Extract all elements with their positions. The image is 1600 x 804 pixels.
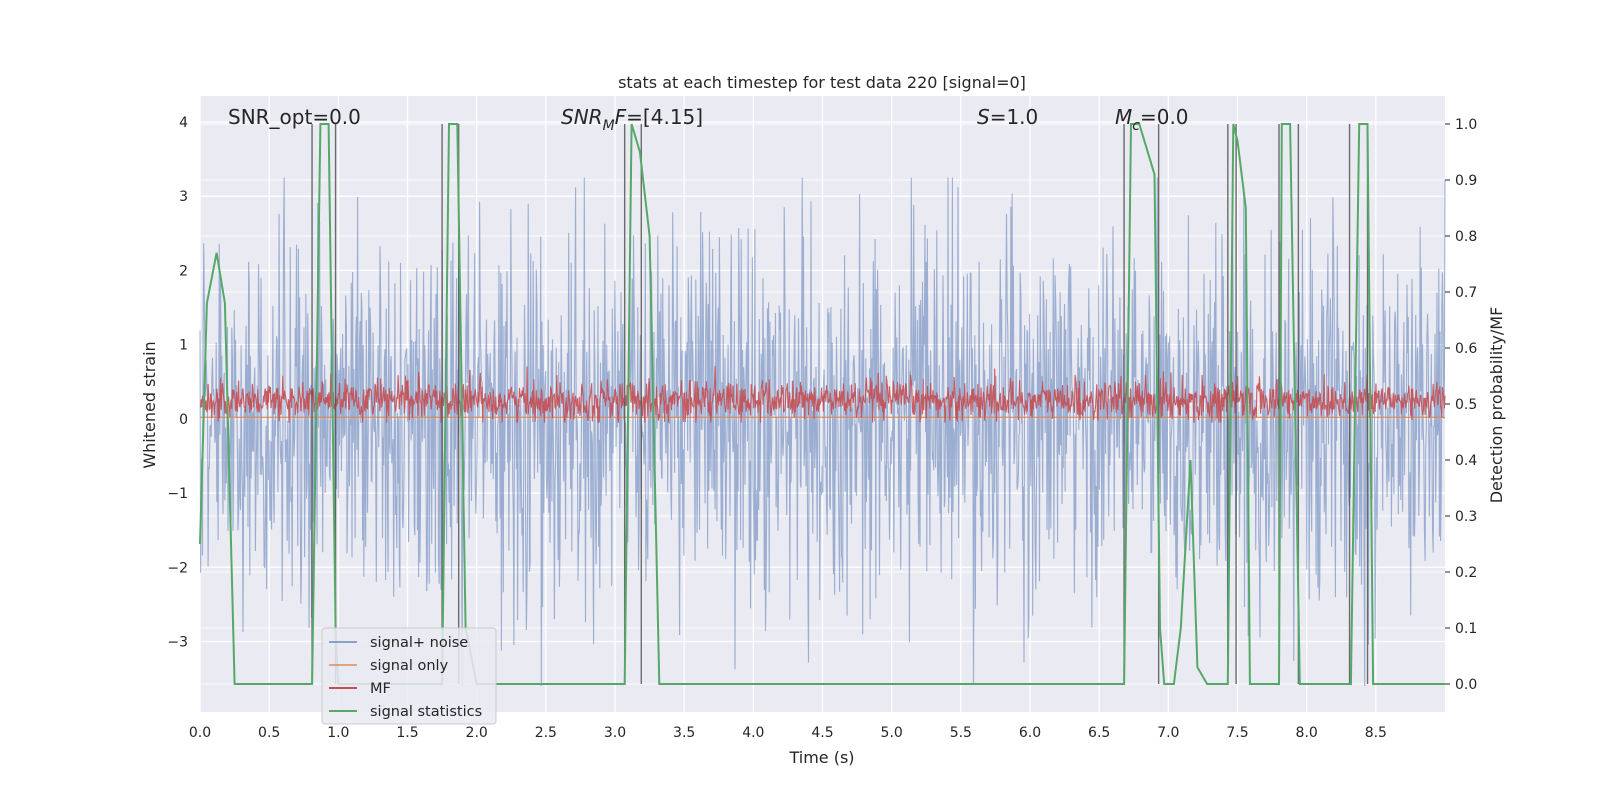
chart-title: stats at each timestep for test data 220… <box>618 73 1026 92</box>
x-tick-label: 4.5 <box>811 725 833 741</box>
y-left-tick-label: 3 <box>179 189 188 205</box>
annotation-snr-mf-value: =[4.15] <box>626 105 703 129</box>
y-right-tick-label: 0.9 <box>1455 173 1477 189</box>
series-mf <box>199 365 1446 423</box>
annotation-s: S=1.0 <box>977 105 1038 129</box>
annotation-s-value: =1.0 <box>990 105 1039 129</box>
legend-label: signal statistics <box>370 704 482 720</box>
y-right-tick-label: 0.0 <box>1455 677 1477 693</box>
annotation-snr-mf-base: SNR <box>561 105 603 129</box>
x-tick-label: 2.0 <box>466 725 488 741</box>
x-tick-label: 3.5 <box>673 725 695 741</box>
x-tick-label: 8.0 <box>1296 725 1318 741</box>
legend-label: signal only <box>370 658 449 674</box>
y-left-tick-label: −2 <box>167 560 188 576</box>
x-tick-label: 8.5 <box>1365 725 1387 741</box>
y-right-tick-label: 0.1 <box>1455 621 1477 637</box>
legend-label: signal+ noise <box>370 635 468 651</box>
x-tick-label: 1.5 <box>396 725 418 741</box>
x-tick-label: 5.0 <box>881 725 903 741</box>
y-right-tick-label: 0.2 <box>1455 565 1477 581</box>
y-right-tick-labels: 0.0 0.1 0.2 0.3 0.4 0.5 0.6 0.7 0.8 0.9 1.0 <box>1445 117 1477 693</box>
x-tick-label: 0.0 <box>189 725 211 741</box>
annotation-snr-opt: SNR_opt=0.0 <box>228 105 361 129</box>
y-right-tick-label: 0.4 <box>1455 453 1477 469</box>
legend-frame <box>321 627 497 725</box>
mf-line <box>199 365 1446 423</box>
x-tick-label: 3.0 <box>604 725 626 741</box>
x-tick-label: 1.0 <box>327 725 349 741</box>
x-tick-label: 6.0 <box>1019 725 1041 741</box>
legend-label: MF <box>370 681 391 697</box>
y-right-axis-label: Detection probability/MF <box>1487 307 1506 504</box>
legend: signal+ noise signal only MF signal statist… <box>321 627 497 725</box>
y-left-tick-label: 4 <box>179 115 188 131</box>
y-right-tick-label: 0.5 <box>1455 397 1477 413</box>
annotation-mc-sub: c <box>1132 118 1140 134</box>
annotation-s-label: S <box>977 105 990 129</box>
y-left-tick-label: 0 <box>179 412 188 428</box>
y-left-tick-label: −1 <box>167 486 188 502</box>
annotation-snr-mf-f: F <box>615 105 627 129</box>
x-tick-label: 2.5 <box>535 725 557 741</box>
y-right-tick-label: 1.0 <box>1455 117 1477 133</box>
y-right-tick-label: 0.7 <box>1455 285 1477 301</box>
legend-items: signal+ noise signal only MF signal statist… <box>329 635 482 720</box>
x-tick-labels: 0.0 0.5 1.0 1.5 2.0 2.5 3.0 3.5 4.0 4.5 5.0 5.5 6.0 6… <box>189 725 1387 741</box>
x-tick-label: 7.5 <box>1226 725 1248 741</box>
y-left-tick-label: 2 <box>179 263 188 279</box>
y-right-tick-label: 0.3 <box>1455 509 1477 525</box>
y-right-tick-label: 0.6 <box>1455 341 1477 357</box>
annotation-snr-mf: SNRMF=[4.15] <box>561 105 703 134</box>
y-left-tick-labels: −3 −2 −1 0 1 2 3 4 <box>167 115 188 651</box>
y-right-tick-label: 0.8 <box>1455 229 1477 245</box>
y-left-axis-label: Whitened strain <box>140 341 159 468</box>
series-signal-noise <box>199 177 1446 687</box>
annotation-snr-mf-sub: M <box>603 118 615 134</box>
x-axis-label: Time (s) <box>788 748 854 767</box>
y-left-tick-label: −3 <box>167 634 188 650</box>
x-tick-label: 5.5 <box>950 725 972 741</box>
annotation-mc-value: =0.0 <box>1140 105 1189 129</box>
vertical-markers <box>311 124 1369 684</box>
x-tick-label: 7.0 <box>1157 725 1179 741</box>
signal-noise-line <box>199 177 1446 687</box>
x-tick-label: 0.5 <box>258 725 280 741</box>
x-tick-label: 6.5 <box>1088 725 1110 741</box>
annotation-mc: Mc=0.0 <box>1115 105 1189 134</box>
annotation-mc-base: M <box>1115 105 1132 129</box>
x-tick-label: 4.0 <box>742 725 764 741</box>
y-left-tick-label: 1 <box>179 338 188 354</box>
